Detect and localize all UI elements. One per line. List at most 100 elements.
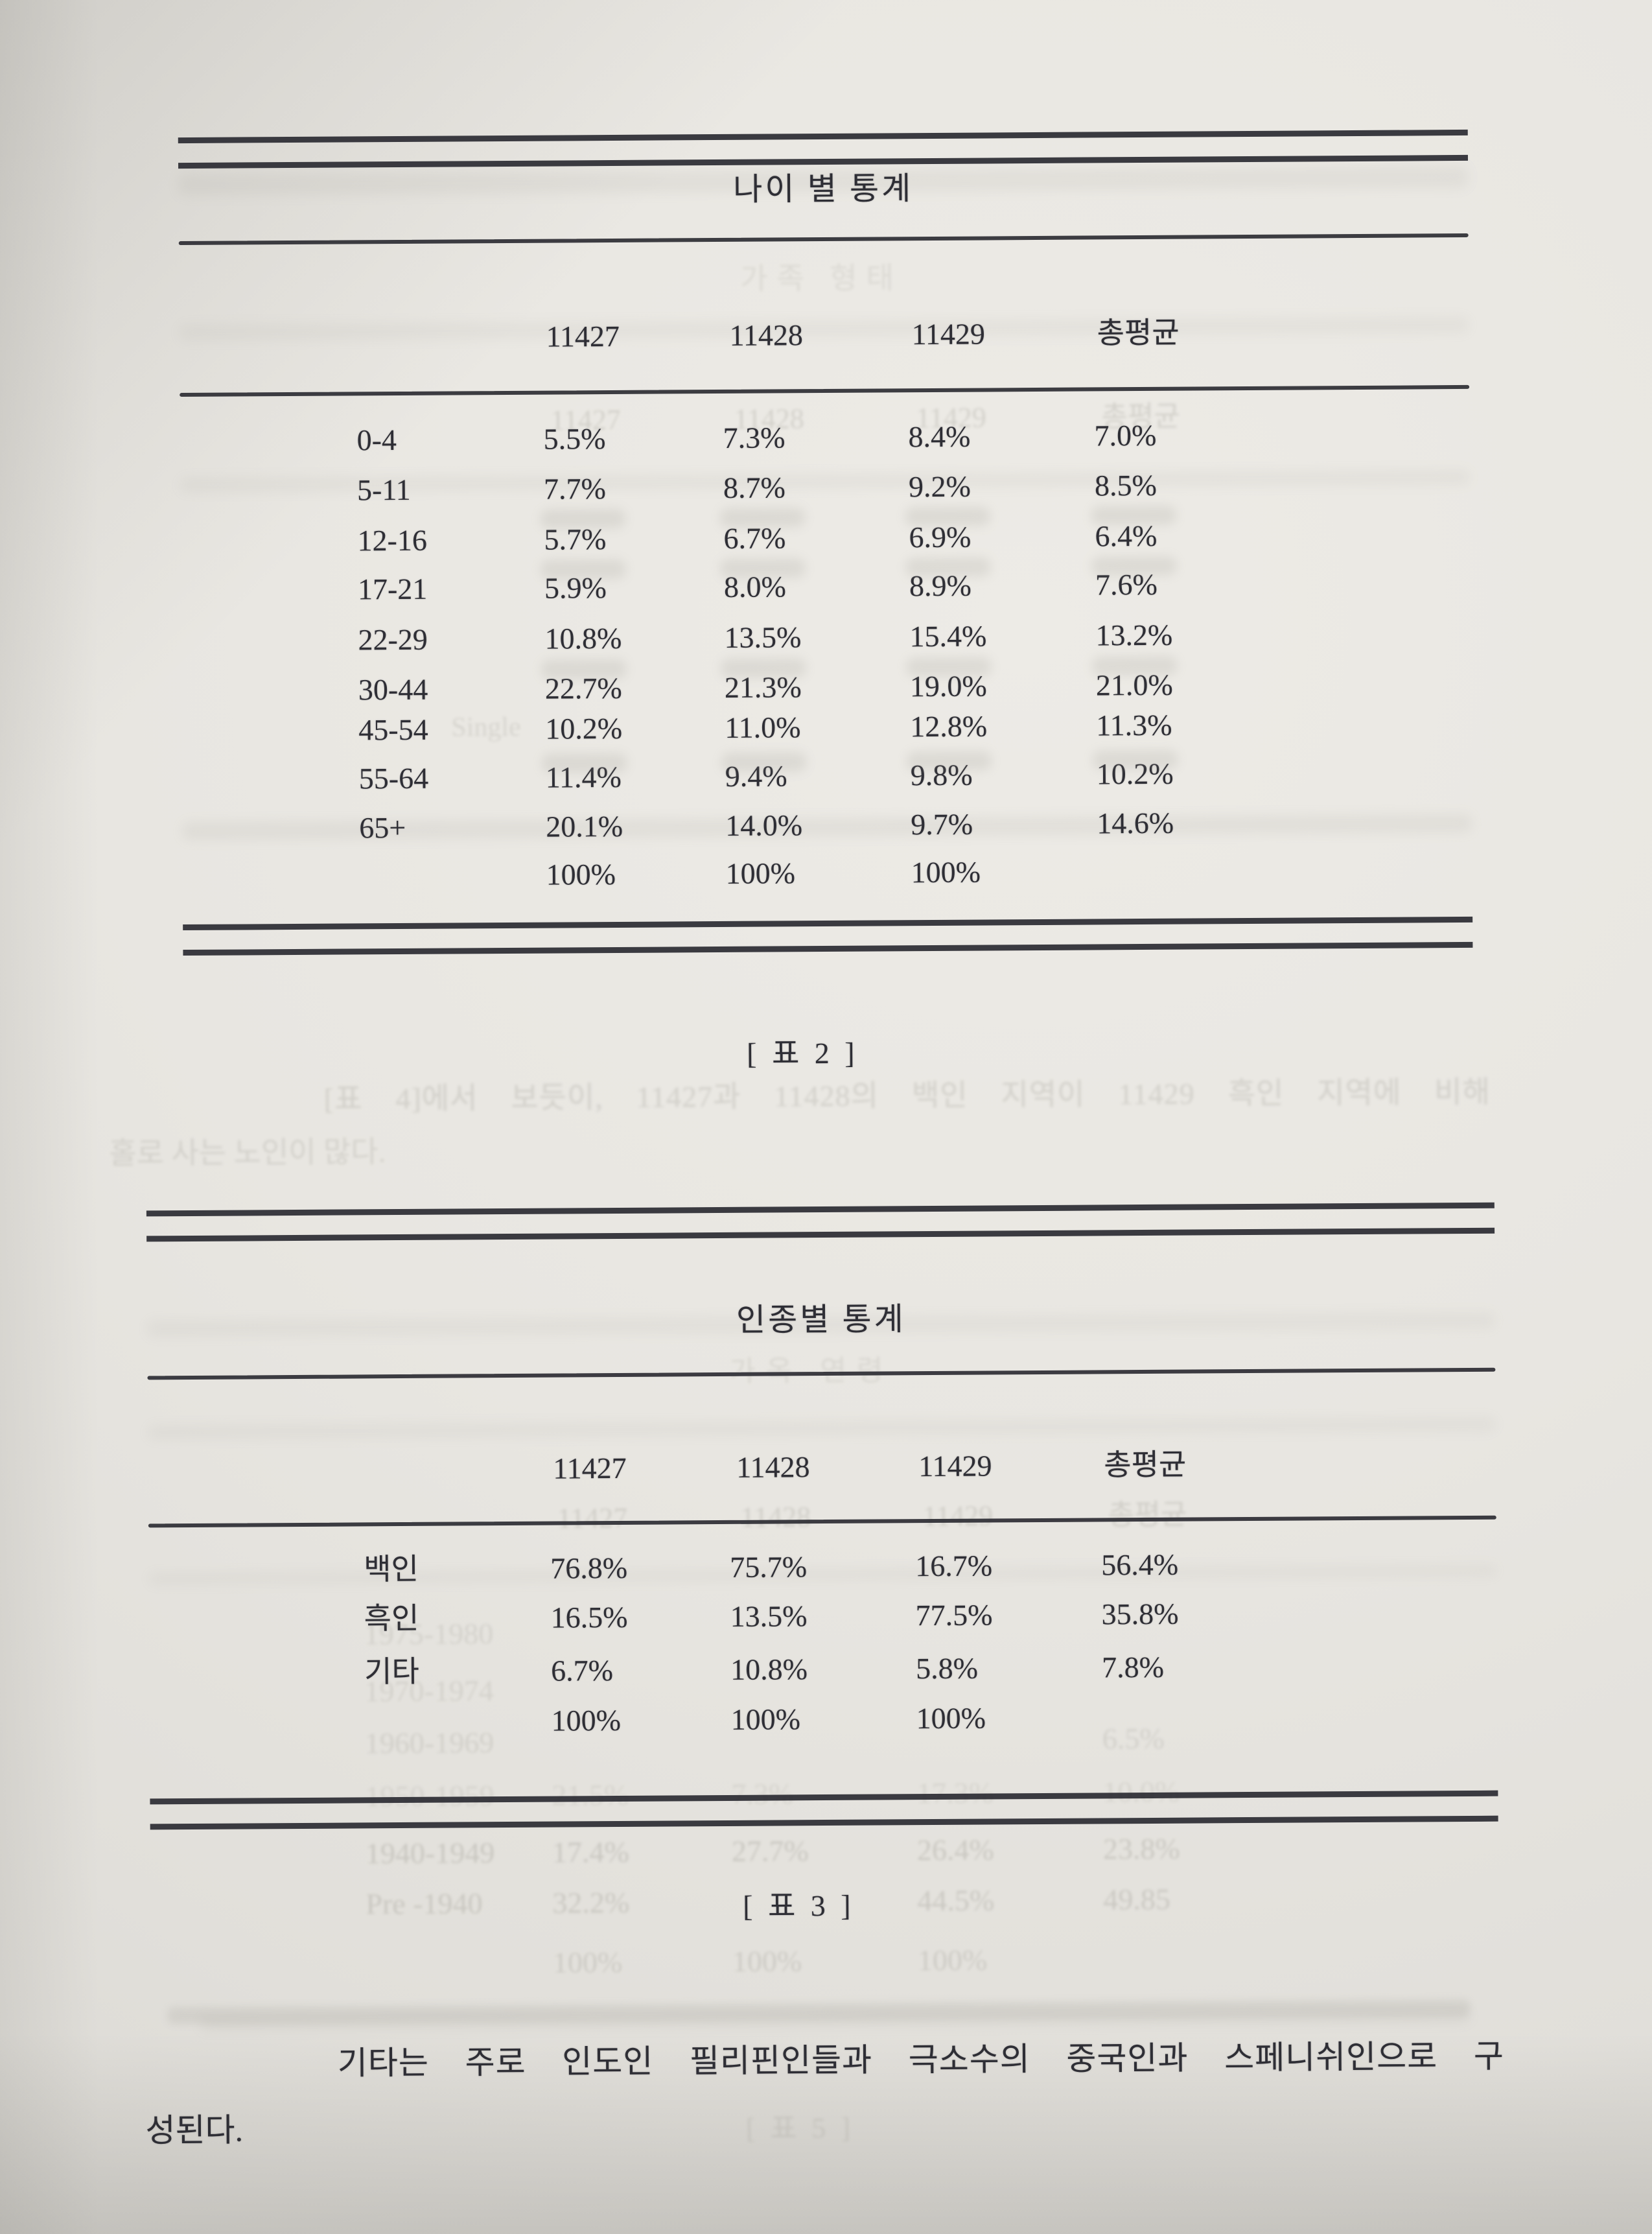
- age-table-bottom-double-rule: [183, 916, 1473, 956]
- cell: 14.6%: [1097, 806, 1174, 840]
- table-row: 5-11 7.7% 8.7% 9.2% 8.5%: [0, 466, 1648, 515]
- bleed-cell: 11429: [922, 1499, 994, 1533]
- cell: 100%: [546, 857, 616, 891]
- race-table-caption: [ 표 3 ]: [743, 1888, 855, 1923]
- cell: 7.3%: [723, 421, 785, 454]
- cell: 7.0%: [1094, 418, 1157, 453]
- bleed-table-row: 100% 100% 100%: [5, 1940, 1652, 1989]
- bleed-bottom-caption: [ 표 5 ]: [745, 2111, 855, 2145]
- bleed-smudge: [541, 753, 627, 773]
- column-header: 11427: [546, 319, 620, 353]
- table-row: 백인 76.8% 75.7% 16.7% 56.4%: [3, 1546, 1652, 1595]
- age-table-caption: [ 표 2 ]: [747, 1036, 859, 1070]
- bleed-age-subtitle: 가족 형태: [739, 261, 903, 296]
- table-row: 12-16 5.7% 6.7% 6.9% 6.4%: [0, 517, 1649, 566]
- row-label: 22-29: [358, 622, 428, 657]
- bleed-cell: 26.4%: [916, 1833, 994, 1867]
- row-label: 0-4: [356, 423, 397, 457]
- bleed-cell: 100%: [732, 1944, 802, 1978]
- cell: 15.4%: [909, 619, 987, 653]
- bleed-smudge: [1091, 556, 1177, 576]
- column-header: 총평균: [1097, 316, 1180, 350]
- row-label: 백인: [364, 1552, 419, 1586]
- row-label: 5-11: [356, 473, 411, 507]
- column-header: 11427: [553, 1451, 627, 1485]
- age-table-rule-under-title: [178, 233, 1469, 246]
- cell: 75.7%: [730, 1550, 808, 1584]
- cell: 10.8%: [544, 621, 622, 655]
- bleed-smudge: [719, 508, 806, 528]
- bleed-cell: 100%: [917, 1943, 988, 1977]
- bleed-smudge: [541, 659, 627, 679]
- body-paragraph-line1: 기타는 주로 인도인 필리핀인들과 극소수의 중국인과 스페니쉬인으로 구: [337, 2038, 1505, 2082]
- table-row: 45-54 10.2% 11.0% 12.8% 11.3%: [0, 706, 1650, 755]
- bleed-row-label: 1975-1980: [364, 1617, 494, 1651]
- cell: 76.8%: [550, 1551, 628, 1585]
- bleed-cell: 6.5%: [1102, 1721, 1165, 1756]
- age-table-body: 0-4 5.5% 7.3% 8.4% 7.0% 5-11 7.7% 8.7% 9.2% 8.5% 1…: [0, 0, 1645, 891]
- cell: 16.7%: [915, 1549, 993, 1583]
- bleed-band: [147, 1417, 1496, 1440]
- bleed-cell: 23.8%: [1102, 1831, 1180, 1866]
- bleed-note-line2: 홀로 사는 노인이 많다.: [109, 1135, 386, 1170]
- row-label: 65+: [359, 810, 406, 845]
- cell: 20.1%: [546, 809, 623, 843]
- bleed-cell: 27.7%: [731, 1834, 809, 1868]
- bleed-note-line1: [표 4]에서 보듯이, 11427과 11428의 백인 지역이 11429 …: [323, 1075, 1491, 1116]
- column-header: 11428: [736, 1450, 810, 1484]
- bleed-cell: 총평균: [1108, 1498, 1187, 1531]
- bleed-row-label: 1960-1969: [364, 1726, 494, 1760]
- bleed-smudge: [1091, 655, 1178, 676]
- row-label: 17-21: [357, 572, 428, 606]
- cell: 14.0%: [725, 808, 803, 842]
- column-header: 11429: [911, 317, 986, 351]
- cell: 8.5%: [1094, 468, 1158, 502]
- table-row: 17-21 5.9% 8.0% 8.9% 7.6%: [0, 565, 1649, 615]
- row-label: 45-54: [358, 712, 428, 747]
- cell: 13.2%: [1095, 618, 1173, 652]
- bleed-smudges: [0, 0, 1645, 773]
- bleed-race-subtitle: 가옥 연령: [729, 1354, 894, 1387]
- race-table-header-row: 11427 11428 11429 총평균: [2, 1446, 1652, 1495]
- table-row: 55-64 11.4% 9.4% 9.8% 10.2%: [0, 755, 1650, 804]
- row-label: 30-44: [358, 672, 428, 707]
- column-header: 11429: [918, 1449, 992, 1483]
- cell: 100%: [725, 856, 796, 890]
- cell: 12.8%: [910, 709, 988, 744]
- column-header: 11428: [729, 318, 804, 352]
- bleed-smudge: [905, 657, 992, 677]
- cell: 7.7%: [543, 472, 607, 506]
- bleed-smudge: [720, 658, 806, 678]
- cell: 10.2%: [545, 711, 623, 746]
- bleed-smudge: [905, 506, 991, 527]
- bleed-cell: 17.4%: [552, 1835, 629, 1869]
- cell: 9.7%: [911, 807, 973, 841]
- bleed-smudge: [1092, 749, 1178, 770]
- race-table-top-double-rule: [146, 1202, 1495, 1242]
- column-header: 총평균: [1104, 1448, 1187, 1482]
- bleed-smudge: [1091, 505, 1177, 526]
- cell: 100%: [911, 855, 981, 889]
- race-table-body: 백인 76.8% 75.7% 16.7% 56.4% 흑인 16.5% 13.5% 77.5% 3…: [0, 0, 1645, 1737]
- cell: 8.7%: [723, 471, 786, 504]
- bleed-year-table: 1975-1980 1970-1974 1960-1969 6.5% 1950-1959…: [0, 0, 1645, 1979]
- bleed-cell: 100%: [552, 1945, 623, 1979]
- bleed-table-row: 1940-1949 17.4% 27.7% 26.4% 23.8%: [5, 1829, 1652, 1879]
- race-table-title: 인종별 통계: [736, 1301, 906, 1338]
- age-table-header-row: 11427 11428 11429 총평균: [0, 314, 1647, 363]
- row-label: 55-64: [358, 761, 429, 795]
- bleed-smudge: [540, 508, 626, 529]
- age-table-title: 나이 별 통계: [733, 170, 914, 207]
- bleed-single-note: Single: [451, 712, 521, 743]
- bleed-smudge: [721, 752, 807, 772]
- bleed-smudge: [540, 559, 626, 580]
- bleed-row-label: 1970-1974: [364, 1674, 494, 1708]
- cell: 5.5%: [543, 422, 606, 456]
- bleed-smudge: [905, 557, 991, 578]
- bleed-row-label: 1940-1949: [365, 1836, 495, 1870]
- cell: 9.2%: [908, 469, 971, 504]
- bleed-cell: 11427: [557, 1501, 628, 1534]
- cell: 13.5%: [724, 620, 802, 654]
